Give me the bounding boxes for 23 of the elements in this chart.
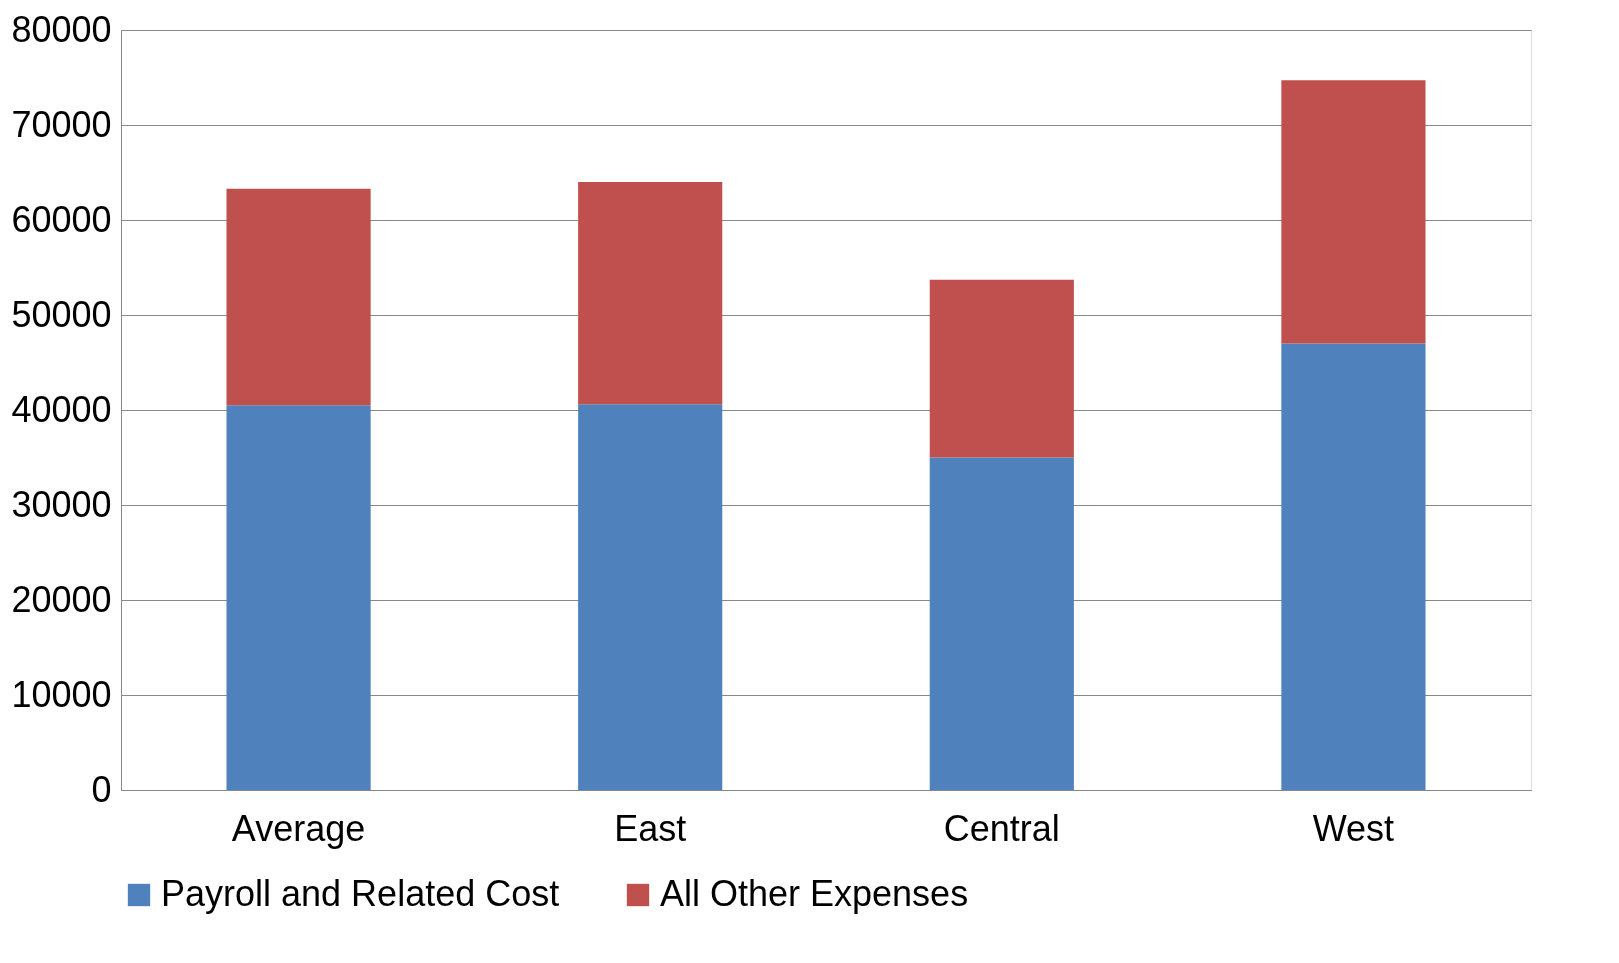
- legend-label: Payroll and Related Cost: [161, 873, 560, 914]
- legend-label: All Other Expenses: [660, 873, 969, 914]
- y-tick-label: 70000: [11, 103, 112, 145]
- x-tick-label: West: [1312, 807, 1395, 849]
- y-tick-label: 60000: [11, 198, 112, 240]
- bar: [578, 404, 723, 790]
- y-tick-label: 50000: [11, 293, 112, 335]
- y-tick-label: 20000: [11, 578, 112, 620]
- bar: [929, 279, 1074, 458]
- y-tick-label: 80000: [11, 8, 112, 50]
- bar: [1281, 80, 1426, 344]
- bar: [226, 188, 371, 406]
- y-tick-label: 30000: [11, 483, 112, 525]
- y-tick-label: 40000: [11, 388, 112, 430]
- x-tick-label: Central: [943, 807, 1060, 849]
- bar: [578, 182, 723, 405]
- bar: [226, 405, 371, 790]
- y-tick-label: 0: [91, 768, 112, 810]
- y-tick-label: 10000: [11, 673, 112, 715]
- x-tick-label: Average: [231, 807, 366, 849]
- x-tick-label: East: [614, 807, 687, 849]
- bar: [929, 457, 1074, 790]
- bar: [1281, 343, 1426, 790]
